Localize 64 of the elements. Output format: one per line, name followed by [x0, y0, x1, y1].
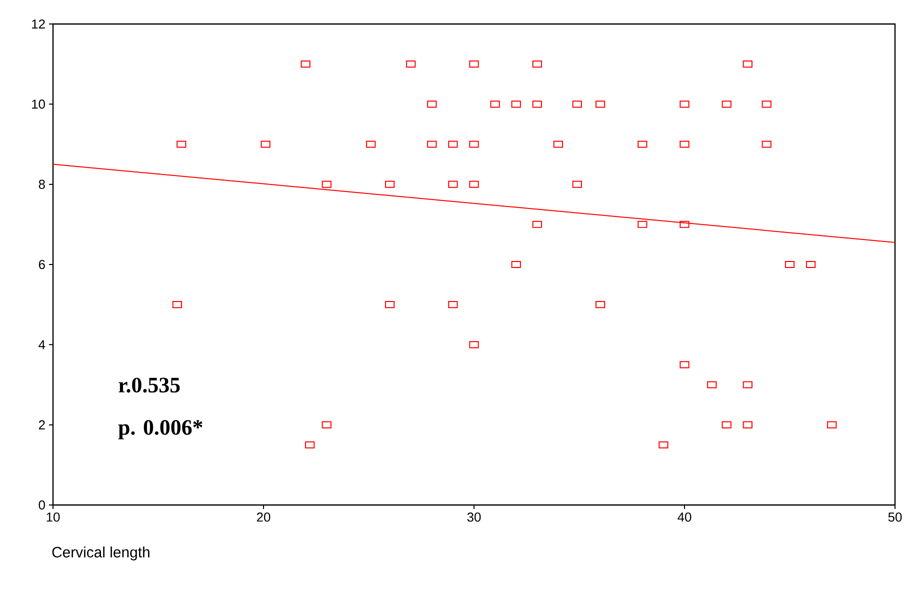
- annotation: p. 0.006*: [118, 420, 202, 440]
- y-tick-label: 12: [32, 19, 45, 29]
- point: [448, 180, 458, 188]
- point: [806, 260, 816, 268]
- point: [742, 421, 752, 428]
- point: [322, 421, 332, 428]
- point: [658, 441, 668, 448]
- point: [638, 220, 648, 228]
- point: [427, 100, 437, 108]
- x-tick-label: 10: [46, 512, 60, 522]
- point: [469, 60, 479, 68]
- point: [448, 301, 458, 308]
- y-tick-label: 0: [38, 500, 45, 510]
- point: [595, 100, 606, 108]
- point: [511, 260, 521, 268]
- point: [172, 301, 182, 308]
- point: [469, 140, 479, 148]
- point: [300, 60, 310, 68]
- y-tick-label: 8: [38, 180, 45, 189]
- point: [406, 60, 416, 68]
- point: [680, 140, 690, 148]
- point: [680, 220, 690, 228]
- point: [305, 441, 315, 448]
- point: [366, 140, 376, 148]
- point: [722, 100, 732, 108]
- point: [680, 100, 690, 108]
- point: [469, 341, 479, 348]
- point: [762, 100, 772, 108]
- point: [707, 381, 717, 388]
- point: [553, 140, 564, 148]
- point: [742, 381, 752, 388]
- x-tick-label: 50: [888, 512, 902, 522]
- x-axis-title: Cervical length: [52, 546, 150, 560]
- point: [448, 140, 458, 148]
- point: [469, 180, 479, 188]
- point: [680, 361, 690, 368]
- point: [572, 180, 582, 188]
- point: [260, 140, 270, 148]
- x-tick-label: 30: [467, 512, 481, 522]
- point: [322, 180, 332, 188]
- y-tick-label: 6: [38, 260, 45, 270]
- point: [742, 60, 752, 68]
- point: [511, 100, 521, 108]
- point: [532, 220, 542, 228]
- x-tick-label: 40: [678, 512, 692, 522]
- point: [384, 301, 395, 308]
- point: [722, 421, 732, 428]
- point: [532, 60, 542, 68]
- point: [490, 100, 500, 108]
- y-tick-label: 10: [32, 100, 45, 109]
- point: [827, 421, 837, 428]
- point: [384, 180, 395, 188]
- point: [784, 260, 795, 268]
- y-tick-label: 4: [38, 340, 46, 350]
- x-tick-label: 20: [256, 512, 270, 522]
- y-tick-label: 2: [38, 420, 45, 430]
- point: [638, 140, 648, 148]
- point: [762, 140, 772, 148]
- point: [427, 140, 437, 148]
- point: [532, 100, 542, 108]
- point: [595, 301, 606, 308]
- point: [572, 100, 582, 108]
- point: [176, 140, 186, 148]
- annotation: r.0.535: [118, 378, 180, 393]
